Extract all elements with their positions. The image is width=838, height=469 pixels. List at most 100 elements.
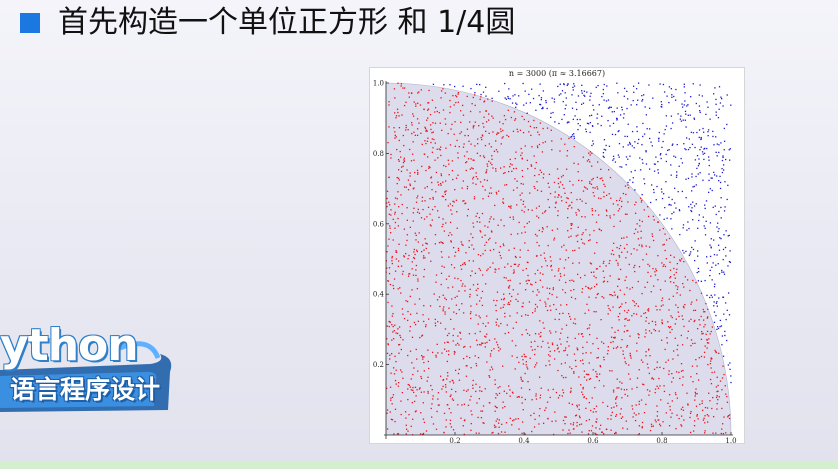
point-inside — [603, 433, 605, 435]
point-inside — [540, 346, 543, 348]
point-inside — [425, 325, 427, 328]
point-outside — [658, 140, 660, 142]
point-outside — [720, 142, 722, 144]
point-inside — [640, 230, 642, 232]
point-inside — [465, 375, 468, 377]
point-outside — [683, 86, 685, 88]
point-inside — [495, 149, 498, 151]
point-inside — [519, 249, 521, 251]
point-outside — [615, 117, 618, 120]
point-inside — [562, 376, 565, 379]
point-inside — [583, 243, 586, 245]
point-inside — [661, 319, 663, 321]
point-inside — [511, 295, 513, 298]
point-inside — [522, 359, 524, 361]
point-inside — [431, 208, 434, 211]
point-inside — [407, 275, 410, 277]
point-inside — [464, 262, 466, 264]
point-inside — [482, 253, 484, 255]
point-outside — [703, 225, 705, 227]
point-inside — [624, 318, 626, 320]
point-inside — [391, 396, 394, 399]
point-inside — [494, 410, 496, 412]
logo-subtitle: 语言程序设计 — [10, 375, 161, 404]
point-inside — [585, 379, 588, 381]
point-inside — [477, 356, 480, 359]
point-inside — [394, 355, 396, 358]
point-inside — [540, 190, 543, 192]
point-inside — [443, 306, 445, 308]
point-inside — [407, 398, 409, 401]
point-inside — [406, 219, 408, 221]
point-inside — [421, 334, 424, 336]
point-inside — [481, 134, 484, 136]
point-inside — [428, 318, 430, 320]
point-inside — [535, 364, 537, 366]
point-inside — [663, 263, 665, 266]
point-inside — [448, 332, 450, 335]
point-inside — [597, 347, 599, 350]
point-outside — [605, 100, 608, 102]
point-inside — [546, 226, 548, 228]
point-inside — [439, 149, 441, 151]
point-inside — [417, 278, 419, 280]
point-inside — [557, 347, 559, 349]
point-inside — [623, 331, 626, 333]
point-outside — [695, 102, 697, 105]
point-inside — [675, 318, 677, 320]
point-inside — [588, 418, 590, 421]
point-inside — [692, 279, 694, 282]
point-outside — [706, 147, 708, 150]
point-inside — [510, 265, 512, 268]
point-inside — [455, 304, 458, 306]
point-inside — [703, 417, 705, 420]
point-inside — [470, 143, 472, 145]
point-inside — [413, 256, 415, 259]
point-inside — [409, 325, 412, 328]
point-inside — [472, 236, 474, 239]
point-inside — [438, 241, 441, 244]
point-inside — [457, 372, 460, 375]
point-inside — [565, 376, 567, 379]
point-outside — [704, 279, 706, 282]
point-inside — [601, 296, 603, 298]
point-outside — [508, 88, 510, 90]
point-inside — [670, 416, 672, 418]
point-inside — [589, 234, 591, 236]
point-inside — [690, 410, 692, 413]
point-inside — [709, 333, 711, 335]
point-inside — [638, 219, 641, 221]
point-inside — [560, 332, 562, 334]
point-inside — [523, 118, 525, 121]
point-inside — [588, 378, 591, 381]
point-inside — [533, 426, 536, 428]
point-inside — [506, 392, 508, 395]
point-outside — [716, 254, 718, 256]
point-inside — [708, 392, 710, 394]
point-inside — [711, 407, 713, 410]
point-inside — [602, 262, 605, 264]
point-inside — [509, 158, 511, 161]
point-inside — [527, 279, 529, 281]
point-inside — [531, 349, 534, 351]
point-inside — [706, 330, 709, 333]
point-inside — [468, 333, 471, 335]
point-outside — [641, 98, 644, 101]
point-outside — [629, 143, 632, 145]
point-inside — [614, 294, 616, 296]
point-outside — [570, 136, 572, 138]
point-inside — [518, 263, 520, 266]
point-outside — [730, 381, 732, 384]
point-inside — [429, 113, 432, 116]
point-inside — [587, 433, 590, 435]
point-inside — [525, 364, 527, 366]
point-inside — [494, 268, 496, 270]
point-inside — [574, 415, 577, 417]
point-outside — [714, 294, 716, 296]
point-inside — [502, 202, 505, 204]
point-outside — [550, 112, 552, 114]
point-inside — [472, 222, 474, 224]
point-outside — [726, 309, 728, 311]
point-inside — [591, 397, 593, 399]
point-inside — [472, 168, 474, 170]
